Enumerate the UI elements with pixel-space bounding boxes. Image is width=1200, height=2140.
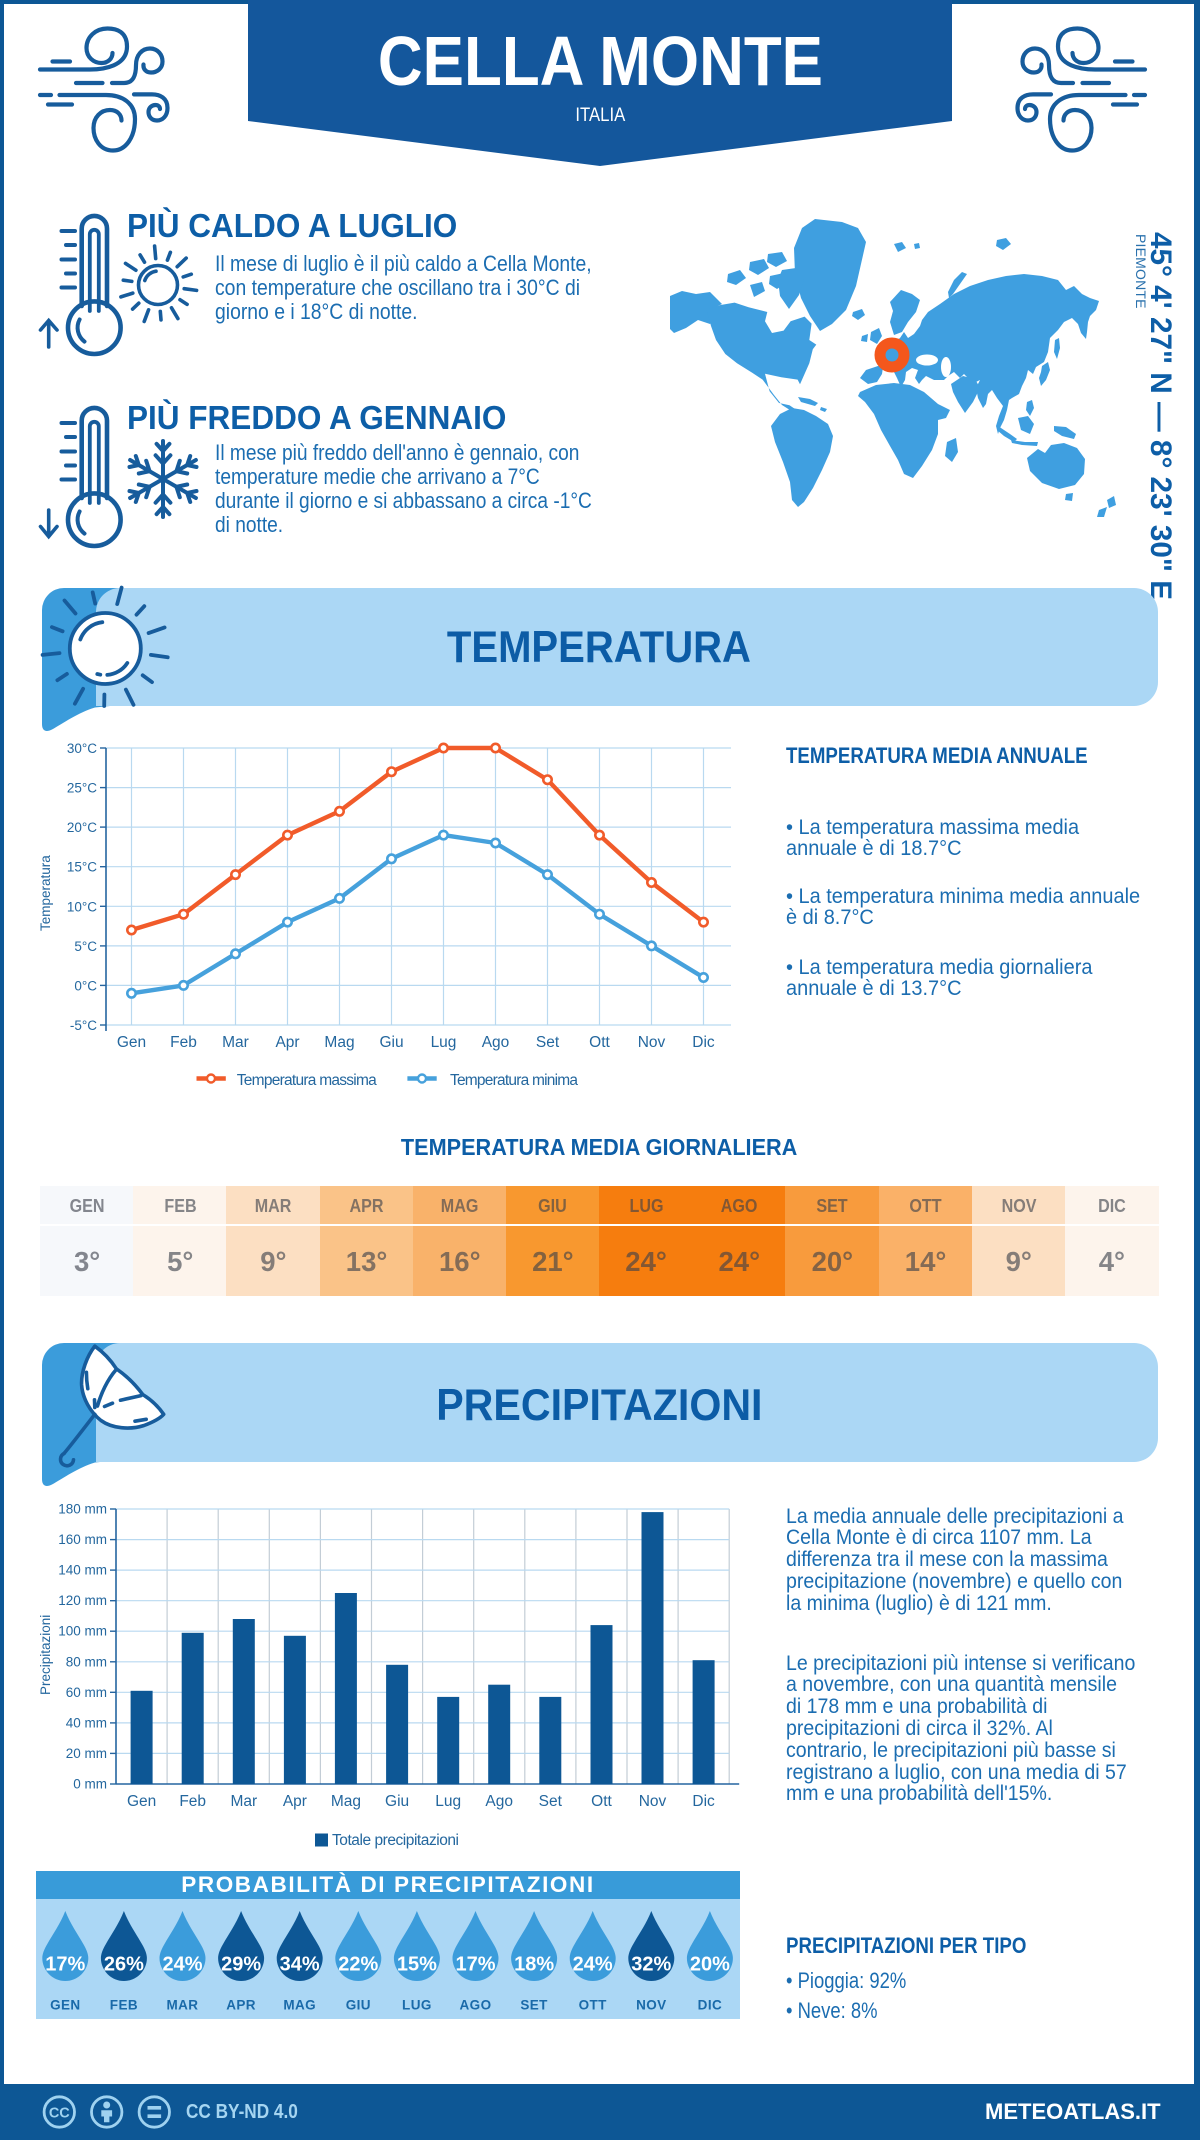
svg-text:Feb: Feb bbox=[170, 1034, 197, 1051]
svg-text:OTT: OTT bbox=[579, 1998, 608, 2013]
svg-text:-5°C: -5°C bbox=[70, 1018, 97, 1033]
svg-text:Ott: Ott bbox=[591, 1793, 612, 1810]
svg-text:Mag: Mag bbox=[331, 1793, 361, 1810]
svg-text:22%: 22% bbox=[338, 1954, 378, 1976]
svg-text:DIC: DIC bbox=[698, 1998, 722, 2013]
svg-text:LUG: LUG bbox=[402, 1998, 432, 2013]
svg-text:25°C: 25°C bbox=[67, 781, 97, 796]
svg-text:Temperatura massima: Temperatura massima bbox=[237, 1072, 377, 1089]
svg-text:Feb: Feb bbox=[179, 1793, 206, 1810]
svg-text:15%: 15% bbox=[397, 1954, 437, 1976]
svg-text:Ago: Ago bbox=[482, 1034, 510, 1051]
svg-text:60 mm: 60 mm bbox=[66, 1685, 107, 1700]
svg-text:Dic: Dic bbox=[692, 1034, 715, 1051]
svg-text:34%: 34% bbox=[280, 1954, 320, 1976]
svg-text:GEN: GEN bbox=[50, 1998, 80, 2013]
svg-text:Apr: Apr bbox=[283, 1793, 307, 1810]
svg-text:180 mm: 180 mm bbox=[58, 1502, 107, 1517]
svg-text:NOV: NOV bbox=[636, 1998, 666, 2013]
svg-text:SET: SET bbox=[520, 1998, 548, 2013]
svg-text:0 mm: 0 mm bbox=[73, 1777, 107, 1792]
svg-text:120 mm: 120 mm bbox=[58, 1593, 107, 1608]
svg-text:Nov: Nov bbox=[639, 1793, 667, 1810]
svg-text:Set: Set bbox=[536, 1034, 560, 1051]
svg-text:Ott: Ott bbox=[589, 1034, 610, 1051]
svg-text:Mar: Mar bbox=[230, 1793, 257, 1810]
svg-text:Giu: Giu bbox=[379, 1034, 403, 1051]
svg-text:GIU: GIU bbox=[346, 1998, 371, 2013]
svg-text:20°C: 20°C bbox=[67, 820, 97, 835]
svg-text:140 mm: 140 mm bbox=[58, 1563, 107, 1578]
svg-text:20%: 20% bbox=[690, 1954, 730, 1976]
svg-text:CC: CC bbox=[49, 2106, 70, 2122]
svg-text:Totale precipitazioni: Totale precipitazioni bbox=[332, 1832, 459, 1849]
svg-text:Mag: Mag bbox=[324, 1034, 354, 1051]
svg-text:MAR: MAR bbox=[167, 1998, 199, 2013]
svg-text:5°C: 5°C bbox=[74, 939, 97, 954]
svg-text:24%: 24% bbox=[162, 1954, 202, 1976]
svg-text:26%: 26% bbox=[104, 1954, 144, 1976]
svg-text:15°C: 15°C bbox=[67, 860, 97, 875]
svg-text:30°C: 30°C bbox=[67, 741, 97, 756]
svg-text:AGO: AGO bbox=[460, 1998, 492, 2013]
svg-text:Giu: Giu bbox=[385, 1793, 409, 1810]
svg-text:40 mm: 40 mm bbox=[66, 1715, 107, 1730]
svg-text:APR: APR bbox=[226, 1998, 256, 2013]
svg-text:Dic: Dic bbox=[692, 1793, 715, 1810]
svg-text:Mar: Mar bbox=[222, 1034, 249, 1051]
svg-text:20 mm: 20 mm bbox=[66, 1746, 107, 1761]
svg-text:Nov: Nov bbox=[638, 1034, 666, 1051]
svg-text:FEB: FEB bbox=[110, 1998, 138, 2013]
svg-text:100 mm: 100 mm bbox=[58, 1624, 107, 1639]
svg-text:17%: 17% bbox=[455, 1954, 495, 1976]
svg-text:18%: 18% bbox=[514, 1954, 554, 1976]
svg-text:Apr: Apr bbox=[275, 1034, 299, 1051]
svg-text:Set: Set bbox=[539, 1793, 563, 1810]
svg-text:160 mm: 160 mm bbox=[58, 1532, 107, 1547]
svg-text:0°C: 0°C bbox=[74, 978, 97, 993]
svg-text:24%: 24% bbox=[573, 1954, 613, 1976]
svg-text:Lug: Lug bbox=[431, 1034, 457, 1051]
svg-text:32%: 32% bbox=[631, 1954, 671, 1976]
svg-text:80 mm: 80 mm bbox=[66, 1654, 107, 1669]
svg-text:29%: 29% bbox=[221, 1954, 261, 1976]
svg-text:Gen: Gen bbox=[117, 1034, 146, 1051]
svg-text:Lug: Lug bbox=[435, 1793, 461, 1810]
svg-text:MAG: MAG bbox=[283, 1998, 316, 2013]
svg-text:10°C: 10°C bbox=[67, 899, 97, 914]
svg-text:Temperatura minima: Temperatura minima bbox=[450, 1072, 578, 1089]
svg-text:Gen: Gen bbox=[127, 1793, 156, 1810]
svg-text:Ago: Ago bbox=[485, 1793, 513, 1810]
svg-text:17%: 17% bbox=[45, 1954, 85, 1976]
